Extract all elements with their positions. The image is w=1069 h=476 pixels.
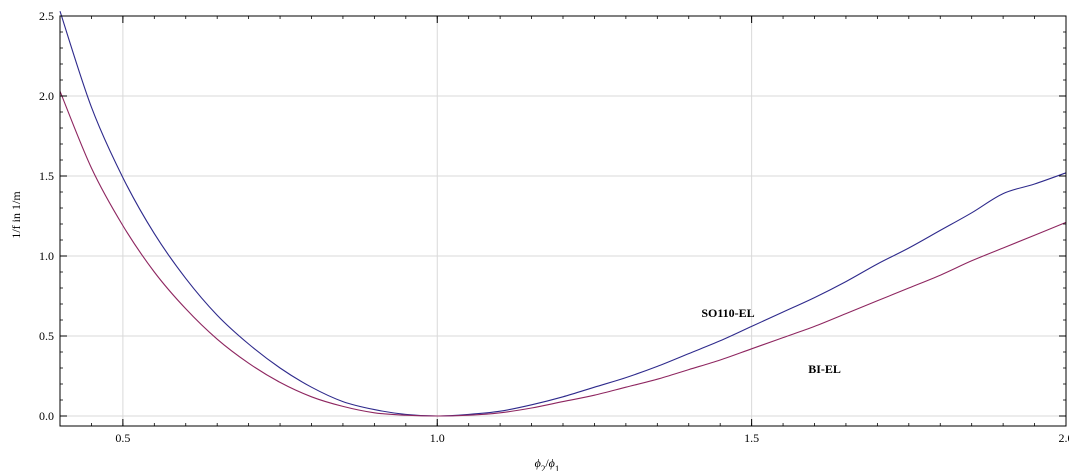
- x-tick-label: 1.5: [744, 431, 759, 445]
- y-tick-label: 2.5: [39, 9, 54, 23]
- y-tick-label: 0.5: [39, 329, 54, 343]
- x-tick-label: 2.0: [1059, 431, 1069, 445]
- y-axis-title: 1/f in 1/m: [9, 191, 23, 239]
- series-annotation: BI-EL: [808, 362, 841, 376]
- x-tick-label: 1.0: [430, 431, 445, 445]
- y-tick-label: 0.0: [39, 409, 54, 423]
- series-annotation: SO110-EL: [701, 306, 754, 320]
- y-tick-label: 1.5: [39, 169, 54, 183]
- x-tick-label: 0.5: [115, 431, 130, 445]
- y-tick-label: 2.0: [39, 89, 54, 103]
- y-tick-label: 1.0: [39, 249, 54, 263]
- x-axis-title-sub-1: 1: [555, 464, 560, 471]
